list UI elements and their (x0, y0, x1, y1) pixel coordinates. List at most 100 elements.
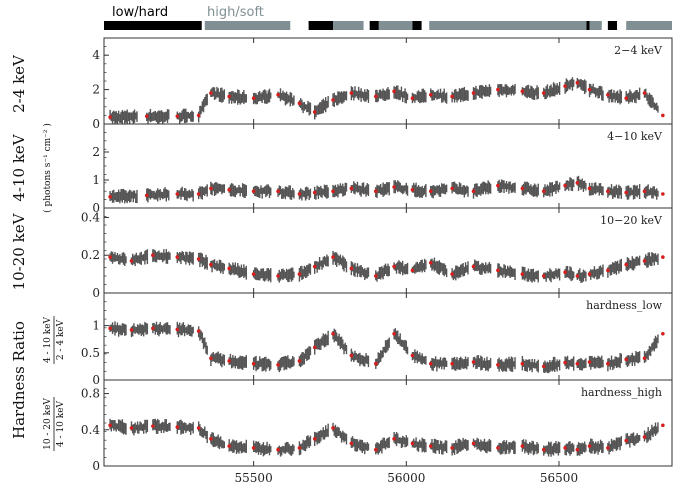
point-1-21 (563, 183, 567, 188)
point-1-14 (410, 188, 415, 192)
point-0-1 (144, 114, 149, 119)
point-0-7 (276, 92, 280, 97)
x-tick-label-2: 56500 (540, 471, 578, 485)
legend-label-low-hard: low/hard (112, 5, 168, 20)
point-0-2 (175, 114, 180, 119)
point-1-2 (175, 192, 180, 196)
panel-frame-2 (103, 207, 673, 294)
point-2-26 (624, 262, 628, 267)
fraction-hardness-high: 10 - 20 keV 4 - 10 keV (43, 397, 66, 451)
point-0-0 (108, 115, 112, 119)
state-bar-8 (586, 21, 590, 30)
point-1-23 (587, 186, 592, 191)
state-bar-1 (204, 21, 291, 30)
y-tick-label-0-2: 4 (92, 48, 100, 62)
point-1-19 (520, 186, 525, 191)
point-0-3 (196, 113, 201, 118)
point-1-17 (471, 189, 476, 193)
point-2-28 (661, 255, 665, 259)
panel-label-4: hardness_high (581, 386, 662, 399)
point-2-1 (129, 259, 134, 263)
point-4-20 (520, 444, 525, 448)
point-3-9 (297, 359, 302, 363)
state-bar-10 (607, 21, 618, 30)
point-3-15 (410, 353, 415, 358)
fraction-low-numerator: 4 - 10 keV (43, 316, 53, 363)
state-bar-strip (104, 21, 672, 30)
point-2-22 (563, 270, 567, 275)
point-3-6 (227, 359, 232, 363)
point-0-20 (541, 91, 546, 95)
point-2-20 (520, 272, 525, 276)
fraction-high-denominator: 4 - 10 keV (56, 400, 66, 447)
point-2-7 (251, 272, 256, 276)
point-2-4 (196, 257, 201, 261)
ylabel-10-20-kev: 10-20 keV (10, 212, 28, 290)
y-tick-label-0-0: 0 (92, 117, 100, 131)
point-1-25 (624, 190, 628, 195)
state-bar-2 (308, 21, 334, 30)
point-0-16 (450, 94, 454, 99)
fraction-high-numerator: 10 - 20 keV (43, 398, 53, 450)
point-3-22 (563, 360, 567, 365)
point-4-21 (541, 447, 546, 452)
point-2-18 (471, 264, 476, 269)
point-4-26 (624, 438, 628, 443)
point-1-24 (606, 189, 610, 193)
point-0-26 (642, 91, 647, 95)
point-3-1 (129, 328, 134, 332)
point-2-17 (450, 272, 454, 276)
point-3-24 (587, 360, 592, 364)
y-tick-label-2-1: 0.2 (81, 248, 100, 262)
point-2-15 (410, 268, 415, 273)
y-tick-label-1-2: 2 (92, 145, 100, 159)
state-bar-7 (429, 21, 587, 30)
point-2-5 (209, 262, 213, 267)
point-4-4 (196, 426, 201, 430)
point-3-19 (496, 362, 500, 367)
point-4-15 (410, 441, 415, 446)
point-4-3 (175, 425, 180, 429)
point-0-4 (209, 91, 213, 95)
point-2-23 (575, 274, 580, 278)
point-0-24 (606, 92, 610, 97)
point-1-20 (541, 189, 546, 193)
point-0-15 (428, 92, 433, 97)
point-0-25 (624, 96, 628, 100)
panel-0: 0 2 4 2−4 keV (92, 37, 673, 131)
panel-2: 0 0.2 0.4 10−20 keV (81, 207, 673, 300)
point-4-11 (331, 426, 335, 430)
point-0-21 (563, 84, 567, 88)
y-tick-label-3-2: 1 (92, 319, 100, 333)
panel-3: 0 0.5 1 hardness_low (81, 292, 673, 387)
point-4-13 (373, 447, 378, 452)
state-bar-3 (333, 21, 364, 30)
ylabel-4-10-kev: 4-10 keV (10, 133, 28, 201)
point-0-23 (587, 87, 592, 92)
point-4-25 (606, 446, 610, 450)
point-0-13 (392, 89, 396, 94)
point-1-15 (428, 189, 433, 193)
panel-frame-0 (103, 37, 673, 125)
point-4-24 (587, 444, 592, 448)
series-0 (108, 77, 665, 124)
state-bar-11 (626, 21, 672, 30)
point-4-9 (297, 446, 302, 450)
point-1-13 (392, 185, 396, 189)
point-3-4 (196, 329, 201, 333)
point-4-6 (227, 444, 232, 448)
point-1-1 (144, 193, 149, 198)
point-1-11 (349, 186, 354, 191)
point-4-5 (209, 437, 213, 441)
y-tick-label-3-0: 0 (92, 373, 100, 387)
y-tick-label-4-1: 0.4 (81, 423, 100, 437)
point-3-17 (450, 361, 454, 366)
point-2-13 (373, 274, 378, 278)
point-4-16 (428, 444, 433, 448)
panel-label-2: 10−20 keV (600, 214, 663, 227)
y-tick-label-1-0: 0 (92, 201, 100, 215)
ylabel-2-4-kev: 2-4 keV (10, 54, 28, 113)
point-2-27 (642, 259, 647, 263)
point-1-6 (251, 189, 256, 193)
